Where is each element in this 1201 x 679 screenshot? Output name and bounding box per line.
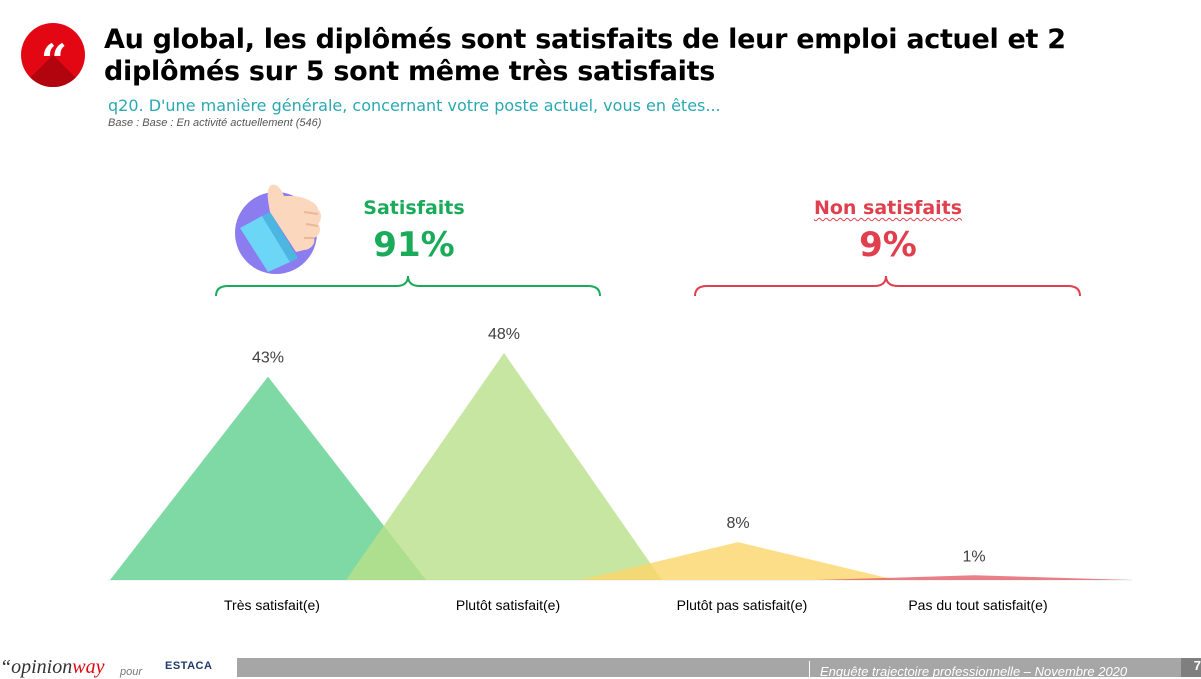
category-label-1: Très satisfait(e) xyxy=(224,597,320,613)
footer-survey-title: Enquête trajectoire professionnelle – No… xyxy=(820,664,1128,679)
category-label-3: Plutôt pas satisfait(e) xyxy=(677,597,808,613)
question-text: q20. D'une manière générale, concernant … xyxy=(108,96,721,115)
value-label-1: 43% xyxy=(252,350,284,367)
satisfied-brace xyxy=(215,275,601,297)
footer-bar xyxy=(237,658,1201,677)
value-label-4: 1% xyxy=(962,548,985,565)
satisfied-percent: 91% xyxy=(373,225,455,265)
satisfied-label: Satisfaits xyxy=(363,197,465,219)
triangle-bar-2 xyxy=(346,353,662,580)
page-number: 7 xyxy=(1181,658,1201,677)
opinionway-logo: “opinionway xyxy=(0,656,105,678)
triangle-bar-1 xyxy=(110,376,426,580)
value-label-2: 48% xyxy=(488,326,520,343)
not-satisfied-percent: 9% xyxy=(859,225,917,265)
not-satisfied-label: Non satisfaits xyxy=(813,197,963,219)
value-label-3: 8% xyxy=(726,515,749,532)
page-title: Au global, les diplômés sont satisfaits … xyxy=(104,24,1066,87)
quote-glyph: “ xyxy=(40,34,67,87)
not-satisfied-brace xyxy=(694,275,1081,297)
category-label-4: Pas du tout satisfait(e) xyxy=(908,597,1047,613)
footer-separator xyxy=(809,661,810,677)
base-note: Base : Base : En activité actuellement (… xyxy=(108,117,322,129)
logo-pour: pour xyxy=(120,666,143,678)
triangle-bar-4 xyxy=(816,575,1132,580)
thumbs-up-icon xyxy=(235,184,321,274)
triangle-bar-3 xyxy=(580,542,896,580)
quote-icon: “ xyxy=(21,23,85,87)
estaca-logo: ESTACA xyxy=(165,660,213,672)
category-label-2: Plutôt satisfait(e) xyxy=(456,597,560,613)
